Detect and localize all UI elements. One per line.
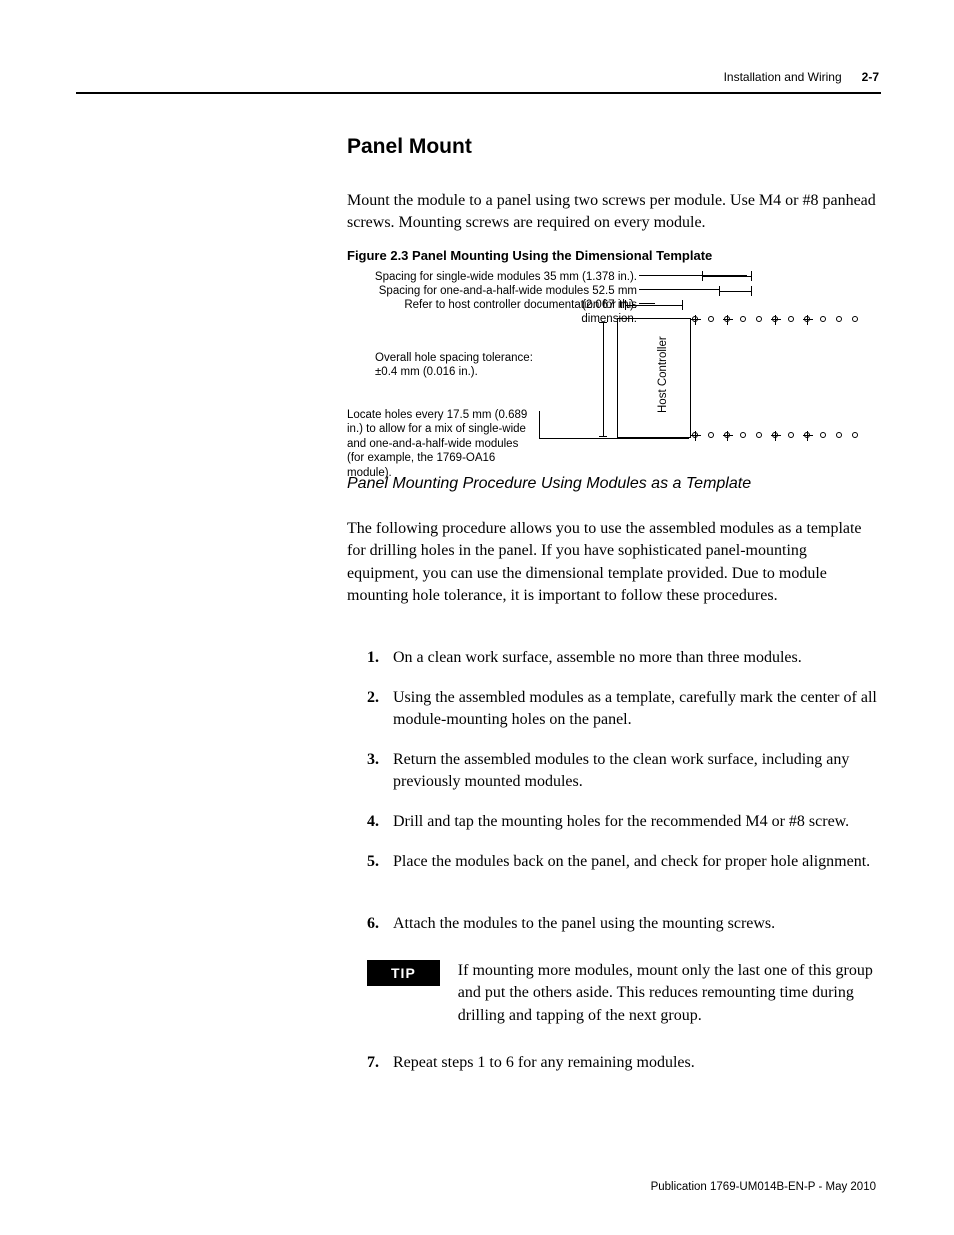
step-text: On a clean work surface, assemble no mor…	[393, 647, 878, 669]
dim-bar	[702, 276, 751, 277]
step-number: 5.	[367, 851, 389, 873]
dim-tick	[599, 436, 607, 437]
step-text: Return the assembled modules to the clea…	[393, 749, 878, 794]
mounting-hole-icon	[788, 316, 794, 322]
figure-note-refer-host: Refer to host controller documentation f…	[347, 298, 637, 327]
step-6: 6. Attach the modules to the panel using…	[367, 913, 880, 935]
mounting-hole-icon	[708, 316, 714, 322]
mounting-hole-icon	[708, 432, 714, 438]
dim-bar	[719, 291, 751, 292]
step-text: Attach the modules to the panel using th…	[393, 913, 878, 935]
page-header: Installation and Wiring 2-7	[724, 70, 879, 84]
step-number: 7.	[367, 1052, 389, 1074]
figure-note-locate: Locate holes every 17.5 mm (0.689 in.) t…	[347, 408, 537, 480]
step-2: 2. Using the assembled modules as a temp…	[367, 687, 880, 732]
step-text: Place the modules back on the panel, and…	[393, 851, 878, 873]
mounting-hole-icon	[820, 432, 826, 438]
publication-footer: Publication 1769-UM014B-EN-P - May 2010	[651, 1181, 876, 1193]
step-4: 4. Drill and tap the mounting holes for …	[367, 811, 880, 833]
mounting-hole-icon	[836, 316, 842, 322]
mounting-hole-icon	[756, 316, 762, 322]
tip-callout: TIP If mounting more modules, mount only…	[367, 960, 880, 1027]
step-3: 3. Return the assembled modules to the c…	[367, 749, 880, 794]
step-text: Using the assembled modules as a templat…	[393, 687, 878, 732]
dim-bar-vertical	[603, 322, 604, 436]
leader-line	[639, 303, 655, 304]
mounting-hole-icon	[852, 432, 858, 438]
figure-note-spacing-single: Spacing for single-wide modules 35 mm (1…	[375, 270, 637, 284]
step-7: 7. Repeat steps 1 to 6 for any remaining…	[367, 1052, 880, 1074]
mounting-hole-icon	[852, 316, 858, 322]
mounting-hole-icon	[772, 432, 778, 438]
step-number: 4.	[367, 811, 389, 833]
figure-caption: Figure 2.3 Panel Mounting Using the Dime…	[347, 248, 712, 263]
mounting-hole-icon	[804, 316, 810, 322]
step-1: 1. On a clean work surface, assemble no …	[367, 647, 880, 669]
header-rule	[76, 92, 881, 94]
section-title: Panel Mount	[347, 135, 472, 159]
dim-tick	[599, 322, 607, 323]
mounting-hole-icon	[724, 432, 730, 438]
step-text: Drill and tap the mounting holes for the…	[393, 811, 878, 833]
procedure-intro-paragraph: The following procedure allows you to us…	[347, 518, 880, 608]
mounting-hole-icon	[804, 432, 810, 438]
mounting-hole-icon	[692, 316, 698, 322]
figure-diagram: Spacing for single-wide modules 35 mm (1…	[347, 266, 882, 456]
step-number: 6.	[367, 913, 389, 935]
mounting-hole-icon	[820, 316, 826, 322]
figure-note-tolerance: Overall hole spacing tolerance: ±0.4 mm …	[375, 351, 550, 380]
tip-badge: TIP	[367, 960, 440, 986]
mounting-hole-icon	[740, 432, 746, 438]
mounting-hole-icon	[772, 316, 778, 322]
step-number: 3.	[367, 749, 389, 771]
step-5: 5. Place the modules back on the panel, …	[367, 851, 880, 873]
mounting-hole-icon	[788, 432, 794, 438]
hole-row-top	[692, 316, 954, 322]
dim-tick	[682, 300, 683, 310]
intro-paragraph: Mount the module to a panel using two sc…	[347, 190, 877, 235]
mounting-hole-icon	[740, 316, 746, 322]
header-section: Installation and Wiring	[724, 70, 842, 84]
mounting-hole-icon	[724, 316, 730, 322]
mounting-hole-icon	[836, 432, 842, 438]
hole-row-bottom	[692, 432, 954, 438]
step-text: Repeat steps 1 to 6 for any remaining mo…	[393, 1052, 878, 1074]
step-number: 1.	[367, 647, 389, 669]
mounting-hole-icon	[756, 432, 762, 438]
header-page: 2-7	[862, 70, 879, 84]
host-controller-label: Host Controller	[657, 336, 669, 413]
tip-text: If mounting more modules, mount only the…	[440, 960, 880, 1027]
step-number: 2.	[367, 687, 389, 709]
dim-bar	[625, 305, 682, 306]
dim-tick	[751, 271, 752, 281]
leader-line	[639, 289, 719, 290]
host-controller-box	[617, 318, 691, 438]
procedure-subheading: Panel Mounting Procedure Using Modules a…	[347, 475, 751, 493]
leader-line	[539, 438, 689, 439]
mounting-hole-icon	[692, 432, 698, 438]
dim-tick	[751, 286, 752, 296]
leader-line	[539, 411, 540, 439]
